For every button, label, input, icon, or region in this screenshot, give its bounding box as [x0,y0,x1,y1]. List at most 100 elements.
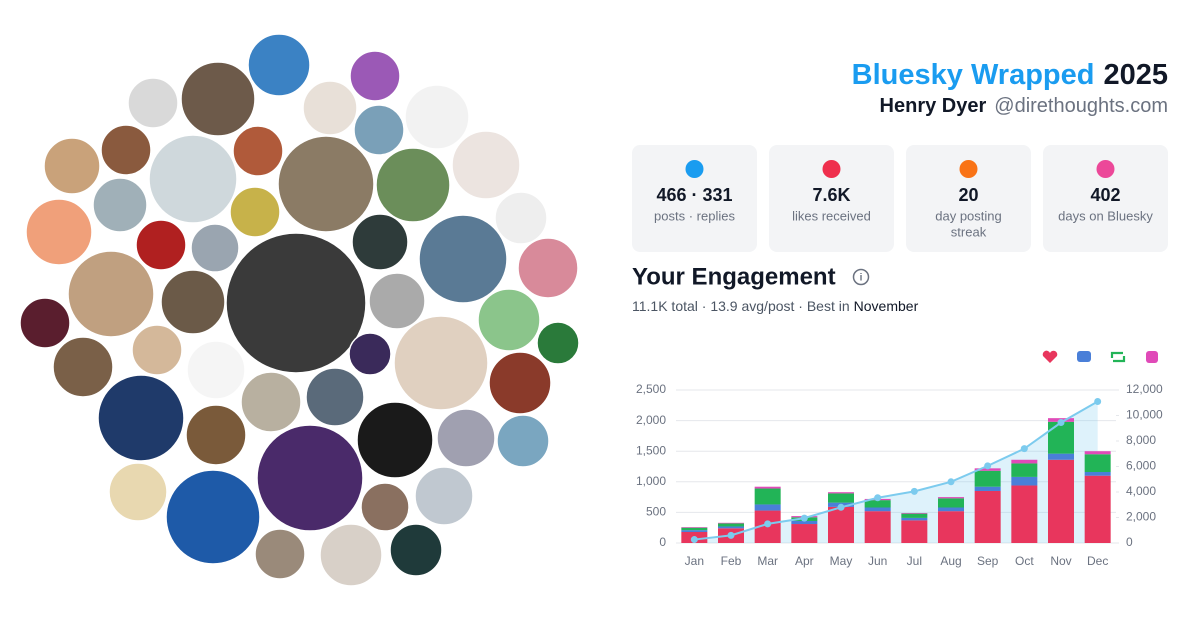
avatar[interactable] [477,288,541,352]
info-icon[interactable] [852,268,870,286]
avatar[interactable] [494,191,548,245]
avatar[interactable] [496,414,550,468]
avatar[interactable] [131,324,183,376]
stat-card [632,145,757,252]
x-tick-label: Jun [868,554,887,568]
avatar[interactable] [319,523,383,587]
avatar[interactable] [302,80,358,136]
avatar[interactable] [305,367,365,427]
avatar[interactable] [190,223,240,273]
avatar[interactable] [360,482,410,532]
avatar[interactable] [67,250,155,338]
avatar[interactable] [277,135,375,233]
avatar[interactable] [436,408,496,468]
avatar[interactable] [404,84,470,150]
y-tick-label: 1,000 [636,474,666,488]
avatar[interactable] [180,61,256,137]
x-tick-label: Feb [721,554,742,568]
cumulative-point [874,494,882,502]
avatar[interactable] [165,469,261,565]
avatar[interactable] [353,104,405,156]
avatar[interactable] [368,272,426,330]
avatar[interactable] [375,147,451,223]
y-tick-label: 2,000 [636,413,666,427]
avatar[interactable] [356,401,434,479]
avatar[interactable] [25,198,93,266]
avatar[interactable] [536,321,580,365]
bar-segment [1011,463,1038,477]
bar-segment [974,468,1001,471]
avatar[interactable] [254,528,306,580]
avatar[interactable] [127,77,179,129]
bar-segment [864,511,891,543]
y-tick-label: 500 [646,505,666,519]
avatar[interactable] [108,462,168,522]
bar-segment [681,527,708,531]
stat-icon [1096,160,1115,178]
legend-icon[interactable] [1077,351,1091,362]
bar-segment [681,530,708,532]
bar-segment [938,511,964,543]
bar-segment [938,497,964,499]
bar-segment [791,520,818,525]
avatar[interactable] [229,186,281,238]
title: Bluesky Wrapped 2025 [852,59,1168,91]
avatar[interactable] [92,177,148,233]
bar-segment [974,470,1001,487]
avatar[interactable] [232,125,284,177]
x-tick-label: May [830,554,853,568]
cumulative-point [910,487,918,495]
avatar[interactable] [148,134,238,224]
avatar[interactable] [52,336,114,398]
avatar[interactable] [247,33,311,97]
stat-label: day posting [935,208,1002,223]
engagement-chart: 0 500 1,000 1,500 2,000 2,500 0 2,000 4,000 6,000… [636,350,1163,568]
avatar[interactable] [349,50,401,102]
legend-icon[interactable] [1146,351,1158,363]
cumulative-point [1094,397,1102,405]
avatar[interactable] [135,219,187,271]
avatar[interactable] [393,315,489,411]
avatar[interactable] [351,213,409,271]
bar-segment [718,522,744,524]
avatar[interactable] [240,371,302,433]
avatar[interactable] [225,232,367,374]
avatar[interactable] [348,332,392,376]
y2-tick-label: 2,000 [1126,510,1156,524]
avatar[interactable] [160,269,226,335]
info-icon-glyph: i [860,273,863,284]
legend-icon[interactable] [1110,351,1126,363]
bar-segment [1084,472,1111,476]
avatar[interactable] [414,466,474,526]
bar-segment [828,493,854,503]
avatar[interactable] [451,130,521,200]
avatar[interactable] [185,404,247,466]
title-text: Bluesky Wrapped [852,59,1095,91]
x-tick-label: Jan [685,554,704,568]
avatar[interactable] [256,424,364,532]
avatar[interactable] [488,351,552,415]
user-name: Henry Dyer [880,95,987,117]
avatar[interactable] [389,523,443,577]
avatar[interactable] [97,374,185,462]
summary-text: 11.1K total · 13.9 avg/post · Best in [632,298,850,314]
bar-segment [864,500,891,508]
bar-segment [1011,459,1038,464]
bar-segment [974,486,1001,491]
x-tick-label: Mar [757,554,778,568]
avatar[interactable] [19,297,71,349]
avatar[interactable] [186,340,246,400]
avatar[interactable] [100,124,152,176]
stat-label: posts · replies [654,208,735,223]
y2-tick-label: 4,000 [1126,484,1156,498]
bar-segment [901,520,928,543]
avatar[interactable] [517,237,579,299]
legend-icon[interactable] [1042,350,1058,363]
cumulative-point [947,478,955,486]
avatar[interactable] [43,137,101,195]
x-tick-label: Sep [977,554,999,568]
avatar[interactable] [418,214,508,304]
x-tick-label: Nov [1050,554,1071,568]
